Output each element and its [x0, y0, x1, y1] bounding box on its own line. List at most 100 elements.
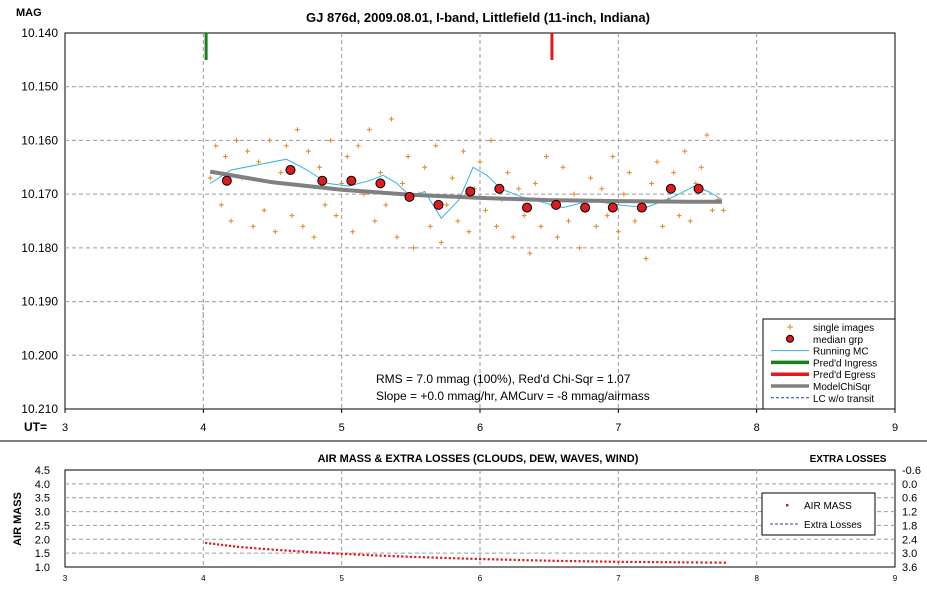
bottom-y-tick-label: 4.5: [35, 465, 50, 477]
air-mass-point: [224, 544, 228, 547]
air-mass-point: [651, 561, 655, 564]
air-mass-point: [664, 561, 668, 564]
single-image-point: [411, 245, 417, 251]
top-y-tick-label: 10.200: [21, 348, 58, 362]
median-group-point: [522, 202, 533, 213]
single-image-point: [554, 234, 560, 240]
air-mass-point: [608, 560, 611, 563]
air-mass-point: [487, 558, 490, 561]
single-image-point: [560, 164, 566, 170]
single-image-point: [483, 207, 489, 213]
single-image-point: [643, 256, 649, 262]
single-image-point: [350, 229, 356, 235]
top-x-tick-label: 8: [754, 422, 760, 434]
air-mass-point: [306, 550, 309, 553]
air-mass-point: [314, 551, 317, 554]
single-image-point: [571, 191, 577, 197]
air-mass-point: [595, 560, 598, 563]
single-image-point: [455, 218, 461, 224]
single-image-point: [222, 154, 228, 160]
single-image-point: [377, 170, 383, 176]
air-mass-point: [228, 544, 232, 547]
air-mass-point: [370, 554, 374, 557]
air-mass-point: [221, 543, 224, 547]
air-mass-point: [613, 560, 616, 563]
stats-line-1: RMS = 7.0 mmag (100%), Red'd Chi-Sqr = 1…: [376, 372, 631, 386]
single-image-point: [632, 218, 638, 224]
single-image-point: [289, 213, 295, 219]
air-mass-point: [634, 560, 637, 564]
air-mass-point: [422, 556, 426, 559]
air-mass-point: [431, 556, 434, 559]
air-mass-point: [444, 556, 447, 560]
single-image-point: [709, 207, 715, 213]
single-image-point: [422, 164, 428, 170]
single-image-point: [394, 234, 400, 240]
air-mass-point: [262, 547, 266, 551]
model-chisqr-line: [209, 169, 723, 204]
air-mass-point: [604, 560, 607, 563]
air-mass-point: [535, 559, 538, 562]
bottom-x-tick-label: 9: [893, 574, 898, 583]
median-group-point: [665, 183, 676, 194]
median-group-point: [607, 202, 618, 213]
single-image-point: [698, 164, 704, 170]
air-mass-point: [209, 542, 212, 545]
bottom-y-tick-label: 2.0: [35, 534, 50, 546]
top-chart-title: GJ 876d, 2009.08.01, I-band, Littlefield…: [306, 10, 650, 25]
air-mass-point: [638, 560, 642, 564]
top-y-tick-label: 10.180: [21, 241, 58, 255]
single-image-point: [449, 175, 455, 181]
air-mass-point: [714, 561, 717, 564]
air-mass-point: [517, 558, 521, 562]
top-y-tick-label: 10.150: [21, 80, 58, 94]
single-image-point: [218, 202, 224, 208]
single-image-point: [272, 229, 278, 235]
single-image-point: [577, 245, 583, 251]
air-mass-point: [669, 561, 672, 564]
bottom-y2-tick-label: 0.6: [902, 493, 917, 505]
single-image-point: [305, 148, 311, 154]
single-image-point: [355, 143, 361, 149]
air-mass-point: [500, 558, 503, 561]
legend-label: ModelChiSqr: [813, 382, 871, 393]
single-image-point: [256, 159, 262, 165]
air-mass-point: [691, 561, 694, 564]
air-mass-point: [556, 559, 560, 562]
air-mass-point: [647, 560, 650, 564]
air-mass-point: [682, 561, 685, 564]
air-mass-point: [723, 561, 727, 564]
air-mass-point: [349, 553, 352, 556]
air-mass-point: [327, 551, 330, 555]
single-image-point: [300, 223, 306, 229]
air-mass-point: [232, 545, 236, 548]
air-mass-point: [705, 561, 708, 564]
air-mass-point: [213, 542, 216, 546]
single-image-point: [566, 218, 572, 224]
single-image-point: [676, 213, 682, 219]
top-x-tick-label: 7: [615, 422, 621, 434]
bottom-chart-title: AIR MASS & EXTRA LOSSES (CLOUDS, DEW, WA…: [318, 453, 639, 465]
air-mass-point: [552, 559, 555, 562]
bottom-y2-tick-label: 2.4: [902, 534, 917, 546]
single-image-point: [720, 207, 726, 213]
single-image-point: [626, 170, 632, 176]
bottom-legend-label: AIR MASS: [804, 501, 852, 512]
air-mass-point: [427, 556, 430, 559]
bottom-series: [205, 541, 727, 564]
single-image-point: [328, 137, 334, 143]
single-image-point: [477, 159, 483, 165]
legend-label: LC w/o transit: [813, 394, 874, 405]
air-mass-point: [474, 557, 477, 561]
air-mass-point: [656, 561, 659, 564]
median-group-point: [433, 199, 444, 210]
air-mass-point: [288, 549, 291, 552]
air-mass-point: [695, 561, 699, 564]
top-chart: GJ 876d, 2009.08.01, I-band, Littlefield…: [16, 7, 898, 434]
bottom-y-tick-label: 2.5: [35, 520, 50, 532]
single-image-point: [207, 175, 213, 181]
air-mass-point: [617, 560, 620, 563]
air-mass-point: [565, 559, 568, 563]
single-image-point: [383, 202, 389, 208]
median-group-point: [285, 164, 296, 175]
